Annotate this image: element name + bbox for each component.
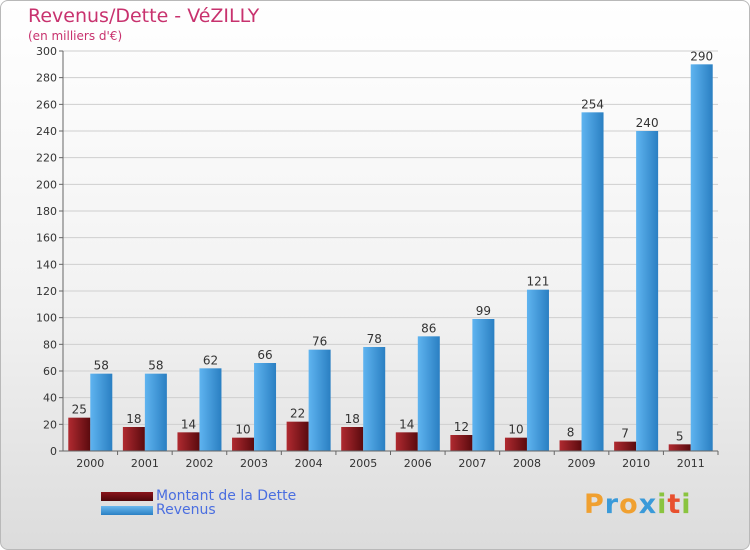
y-tick-label: 140 xyxy=(36,258,57,271)
x-tick-label: 2001 xyxy=(131,457,159,470)
logo-letter: r xyxy=(604,489,620,520)
y-tick-label: 200 xyxy=(36,178,57,191)
bar-debt-2002 xyxy=(177,432,200,451)
y-tick-label: 260 xyxy=(36,98,57,111)
data-label-revenus-2009: 254 xyxy=(581,97,604,111)
data-label-revenus-2004: 76 xyxy=(312,335,327,349)
x-tick-label: 2003 xyxy=(240,457,268,470)
data-label-debt-2006: 14 xyxy=(399,417,414,431)
y-tick-label: 40 xyxy=(43,392,57,405)
y-tick-label: 160 xyxy=(36,232,57,245)
x-tick-label: 2007 xyxy=(458,457,486,470)
data-label-debt-2000: 25 xyxy=(72,403,87,417)
y-tick-label: 60 xyxy=(43,365,57,378)
data-label-revenus-2000: 58 xyxy=(94,359,109,373)
bar-debt-2011 xyxy=(668,444,691,451)
data-label-revenus-2003: 66 xyxy=(257,348,272,362)
data-label-revenus-2008: 121 xyxy=(527,275,550,289)
bar-revenus-2001 xyxy=(144,373,167,451)
data-label-debt-2005: 18 xyxy=(345,412,360,426)
bar-revenus-2007 xyxy=(472,319,495,451)
logo-letter: i xyxy=(681,489,692,520)
x-tick-label: 2000 xyxy=(76,457,104,470)
data-label-debt-2007: 12 xyxy=(454,420,469,434)
proxiti-logo: Proxiti xyxy=(584,489,692,520)
legend-item-revenus: Revenus xyxy=(101,502,216,518)
data-label-revenus-2001: 58 xyxy=(148,359,163,373)
data-label-debt-2010: 7 xyxy=(621,427,629,441)
bar-debt-2009 xyxy=(559,440,582,451)
legend-item-debt: Montant de la Dette xyxy=(101,488,296,504)
x-tick-label: 2011 xyxy=(677,457,705,470)
bar-debt-2007 xyxy=(450,435,473,451)
legend-label-revenus: Revenus xyxy=(156,502,216,518)
x-tick-label: 2006 xyxy=(404,457,432,470)
y-tick-label: 80 xyxy=(43,338,57,351)
y-tick-label: 240 xyxy=(36,125,57,138)
data-label-debt-2011: 5 xyxy=(676,429,684,443)
logo-letter: x xyxy=(638,489,658,520)
bar-revenus-2000 xyxy=(90,373,113,451)
y-tick-label: 300 xyxy=(36,45,57,58)
logo-letter: o xyxy=(619,489,639,520)
bar-debt-2005 xyxy=(341,427,364,451)
y-tick-label: 180 xyxy=(36,205,57,218)
data-label-debt-2009: 8 xyxy=(567,425,575,439)
bar-debt-2008 xyxy=(504,437,527,451)
x-tick-label: 2005 xyxy=(349,457,377,470)
data-label-revenus-2005: 78 xyxy=(367,332,382,346)
chart-title: Revenus/Dette - VéZILLY xyxy=(28,5,260,27)
legend-swatch-debt xyxy=(101,491,153,501)
data-label-debt-2003: 10 xyxy=(235,423,250,437)
bar-debt-2006 xyxy=(395,432,418,451)
x-tick-label: 2010 xyxy=(622,457,650,470)
legend-swatch-revenus xyxy=(101,505,153,515)
bar-revenus-2003 xyxy=(254,363,277,451)
bar-debt-2010 xyxy=(614,441,637,451)
y-tick-label: 0 xyxy=(50,445,57,458)
data-label-revenus-2010: 240 xyxy=(636,116,659,130)
data-label-revenus-2002: 62 xyxy=(203,353,218,367)
logo-letter: i xyxy=(657,489,668,520)
y-tick-label: 20 xyxy=(43,418,57,431)
data-label-revenus-2007: 99 xyxy=(476,304,491,318)
y-tick-label: 100 xyxy=(36,312,57,325)
bar-revenus-2009 xyxy=(581,112,604,451)
y-tick-label: 220 xyxy=(36,152,57,165)
logo-letter: P xyxy=(584,489,605,520)
bar-revenus-2005 xyxy=(363,347,386,451)
data-label-debt-2008: 10 xyxy=(508,423,523,437)
bar-revenus-2006 xyxy=(417,336,440,451)
x-tick-label: 2002 xyxy=(185,457,213,470)
data-label-debt-2001: 18 xyxy=(126,412,141,426)
chart-subtitle: (en milliers d'€) xyxy=(28,29,123,43)
bar-revenus-2002 xyxy=(199,368,222,451)
data-label-revenus-2006: 86 xyxy=(421,321,436,335)
bar-revenus-2010 xyxy=(636,131,659,451)
bar-revenus-2004 xyxy=(308,349,331,451)
bar-debt-2001 xyxy=(122,427,145,451)
y-tick-label: 120 xyxy=(36,285,57,298)
bar-debt-2004 xyxy=(286,421,309,451)
x-tick-label: 2009 xyxy=(568,457,596,470)
x-tick-label: 2004 xyxy=(295,457,323,470)
bar-debt-2000 xyxy=(68,417,91,451)
data-label-debt-2004: 22 xyxy=(290,407,305,421)
data-label-revenus-2011: 290 xyxy=(690,49,713,63)
legend-label-debt: Montant de la Dette xyxy=(156,488,297,504)
bar-revenus-2011 xyxy=(690,64,713,452)
data-label-debt-2002: 14 xyxy=(181,417,196,431)
bar-revenus-2008 xyxy=(526,289,549,451)
logo-letter: t xyxy=(667,489,682,520)
x-tick-label: 2008 xyxy=(513,457,541,470)
bar-debt-2003 xyxy=(232,437,255,451)
y-tick-label: 280 xyxy=(36,72,57,85)
